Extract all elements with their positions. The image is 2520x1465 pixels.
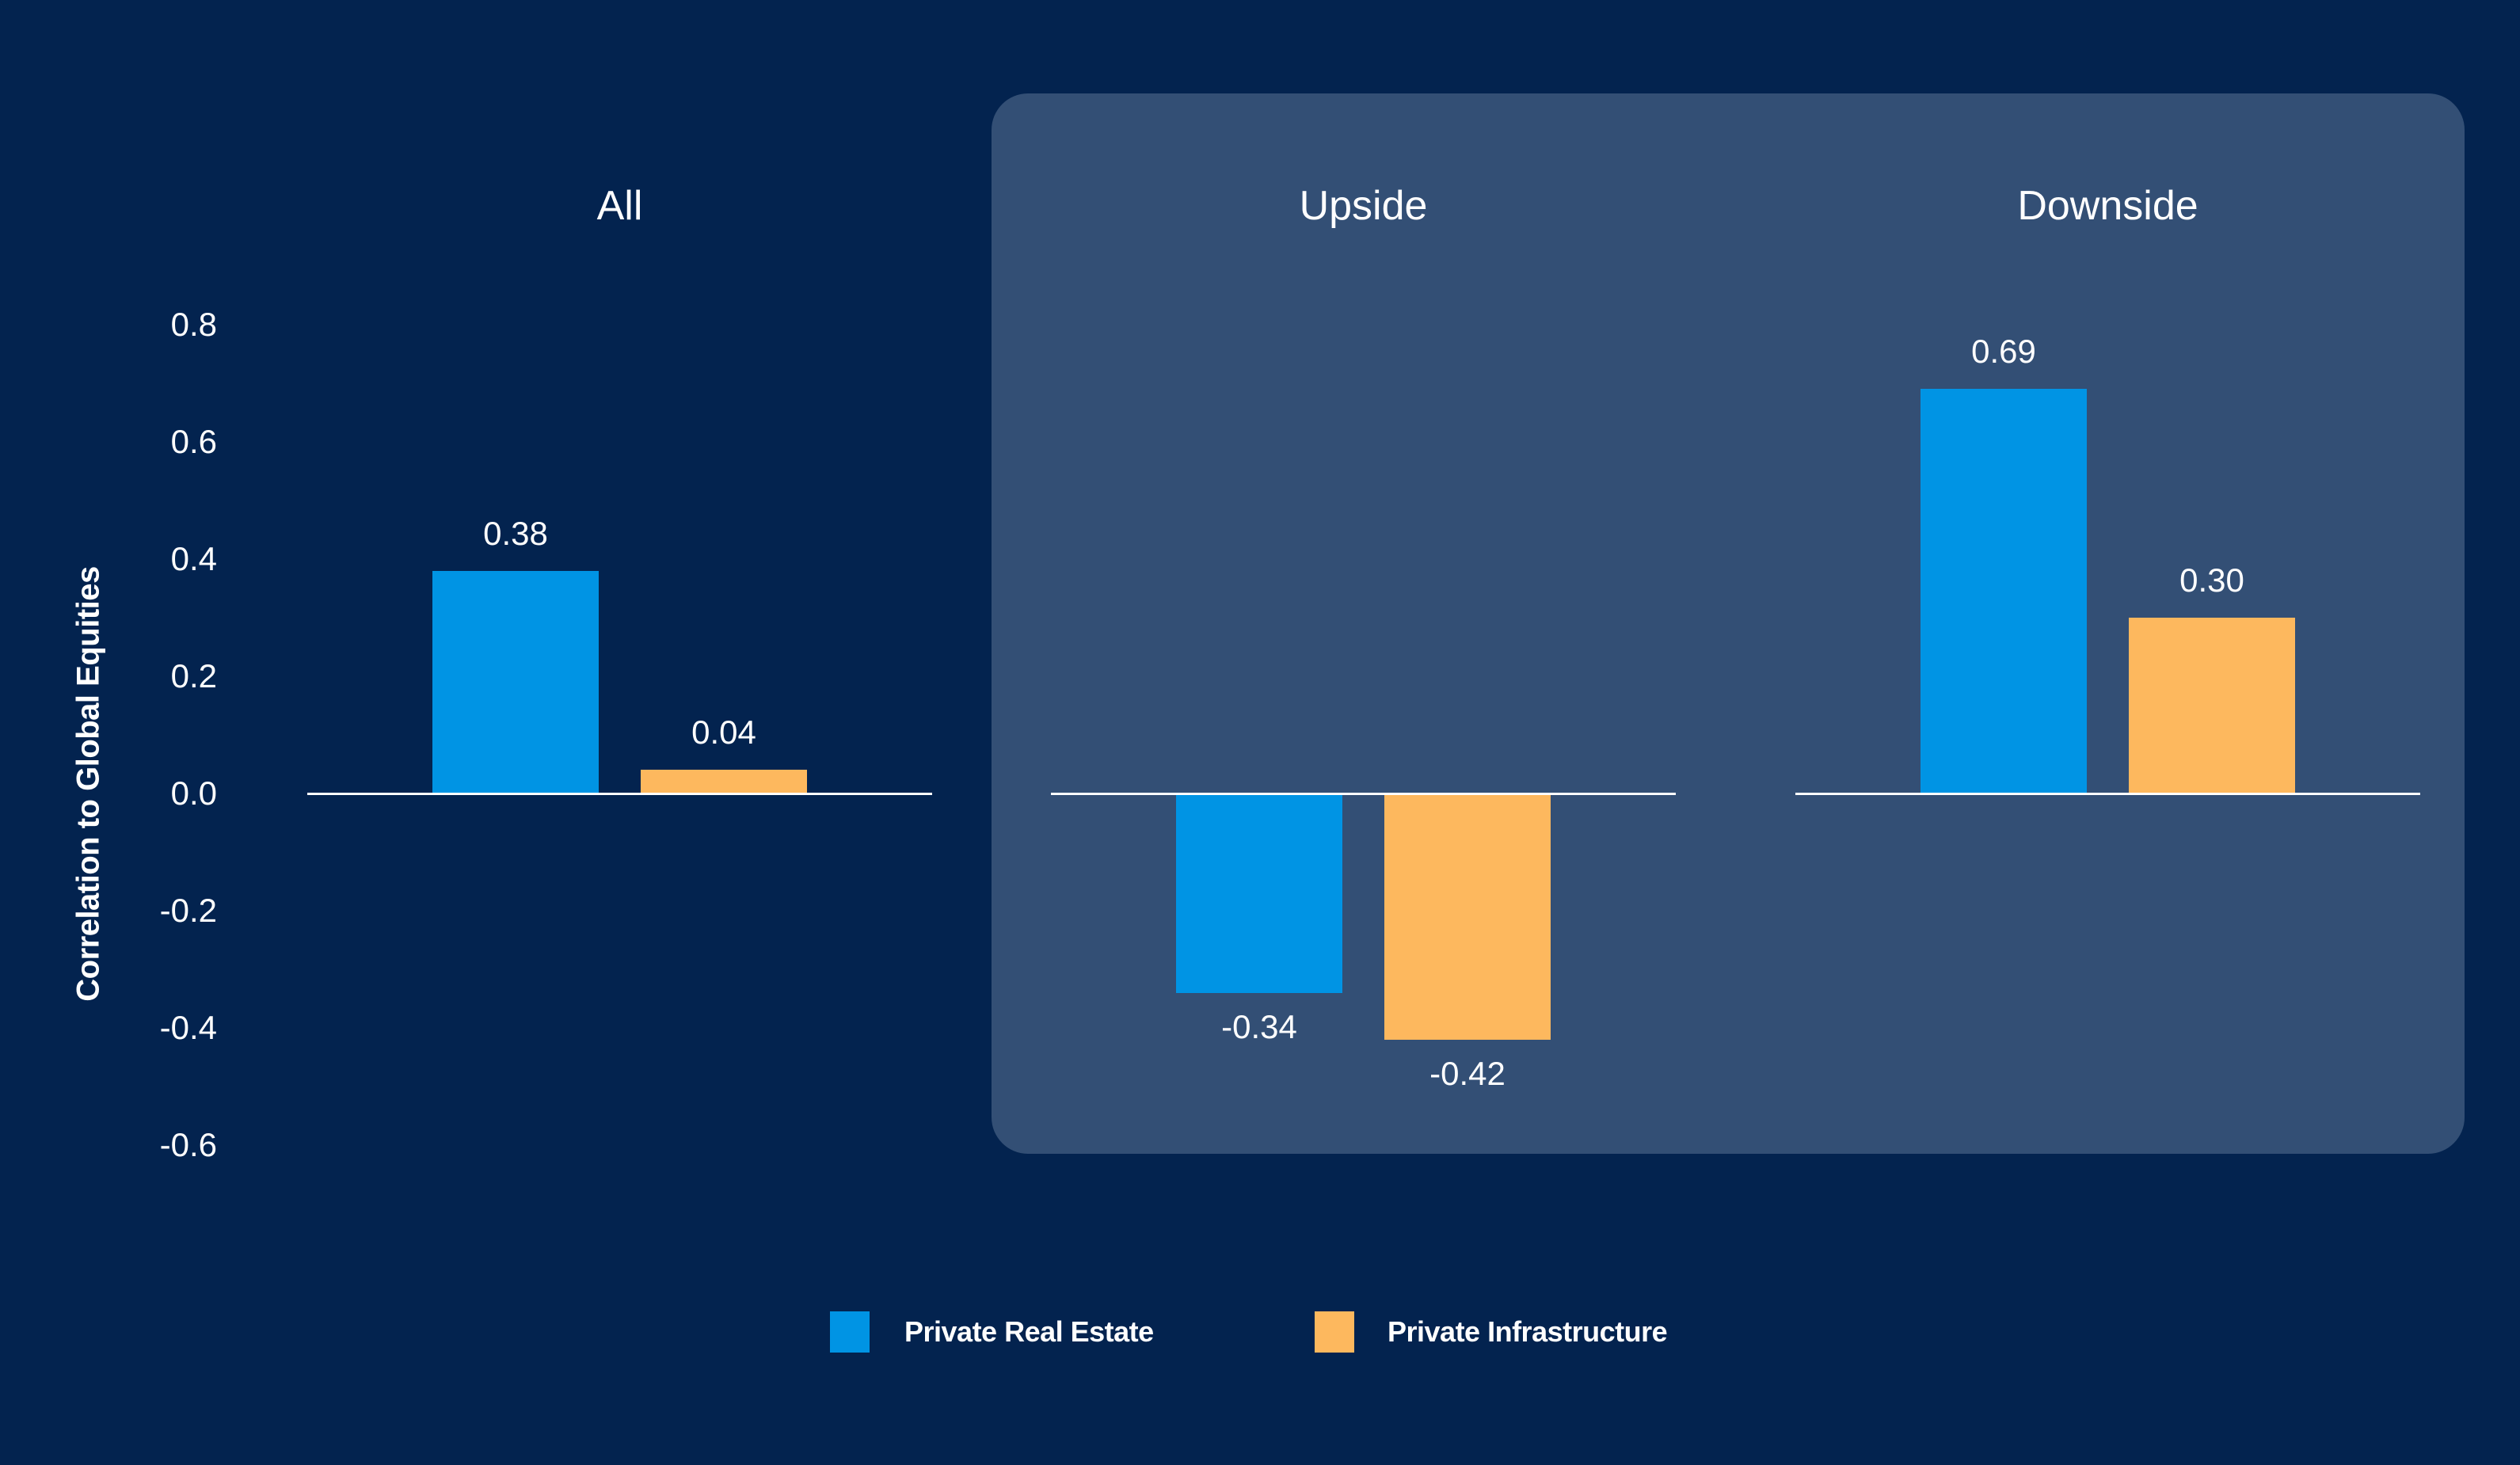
y-tick-label: 0.4 bbox=[170, 540, 217, 577]
data-label: 0.30 bbox=[2179, 561, 2244, 599]
y-axis-title: Correlation to Global Equities bbox=[70, 566, 106, 1002]
bar-infrastructure bbox=[1384, 793, 1551, 1040]
panel-title: All bbox=[596, 183, 643, 229]
zero-baseline bbox=[307, 793, 932, 795]
bar-infrastructure bbox=[2129, 618, 2295, 793]
y-tick-label: 0.8 bbox=[170, 306, 217, 343]
legend-label-real-estate: Private Real Estate bbox=[904, 1315, 1154, 1348]
y-tick-label: 0.6 bbox=[170, 423, 217, 460]
legend-swatch-infrastructure bbox=[1315, 1311, 1354, 1353]
data-label: 0.38 bbox=[483, 514, 548, 552]
panel-title: Upside bbox=[1299, 183, 1428, 229]
y-tick-label: 0.0 bbox=[170, 774, 217, 812]
bar-real-estate bbox=[432, 570, 599, 793]
zero-baseline bbox=[1051, 793, 1676, 795]
bar-real-estate bbox=[1176, 793, 1342, 993]
panel-title: Downside bbox=[2017, 183, 2198, 229]
data-label: -0.42 bbox=[1429, 1054, 1506, 1092]
y-tick-label: -0.4 bbox=[159, 1009, 217, 1046]
zero-baseline bbox=[1795, 793, 2420, 795]
bar-infrastructure bbox=[641, 770, 807, 793]
data-label: -0.34 bbox=[1221, 1007, 1297, 1045]
data-label: 0.04 bbox=[691, 713, 756, 752]
y-tick-label: -0.6 bbox=[159, 1126, 217, 1163]
legend-label-infrastructure: Private Infrastructure bbox=[1388, 1315, 1668, 1348]
y-tick-label: -0.2 bbox=[159, 892, 217, 929]
data-label: 0.69 bbox=[1971, 333, 2036, 371]
legend-swatch-real-estate bbox=[830, 1311, 870, 1353]
bar-real-estate bbox=[1920, 389, 2087, 793]
y-tick-label: 0.2 bbox=[170, 657, 217, 694]
